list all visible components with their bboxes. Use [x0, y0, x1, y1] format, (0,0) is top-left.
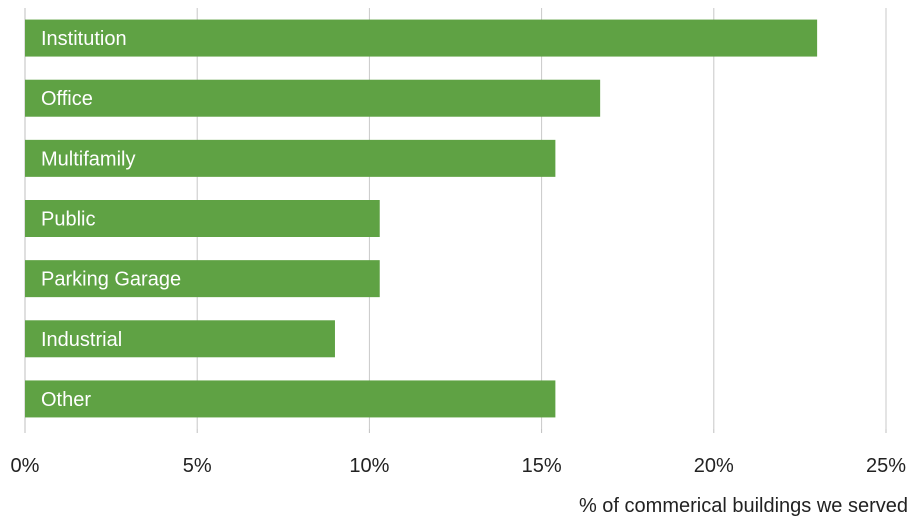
bar-label-parking-garage: Parking Garage [41, 269, 181, 291]
bar-multifamily [25, 139, 556, 177]
tick-label-0: 0% [11, 455, 40, 477]
bar-label-office: Office [41, 88, 93, 110]
bar-label-other: Other [41, 389, 91, 411]
bar-institution [25, 19, 818, 57]
bar-public [25, 200, 380, 237]
x-axis-tick-labels: 0% 5% 10% 15% 20% 25% [11, 429, 906, 477]
bar-office [25, 79, 601, 117]
bar-label-multifamily: Multifamily [41, 148, 135, 170]
bar-other [25, 380, 556, 418]
bar-label-industrial: Industrial [41, 329, 122, 351]
bar-label-institution: Institution [41, 28, 127, 50]
bar-label-public: Public [41, 209, 95, 231]
tick-label-15: 15% [522, 455, 562, 477]
tick-label-10: 10% [349, 455, 389, 477]
x-axis-title: % of commerical buildings we served [579, 495, 908, 517]
bar-parking-garage [25, 260, 380, 298]
bars: Institution Office Multifamily Public Parkin… [25, 19, 818, 418]
tick-label-20: 20% [694, 455, 734, 477]
tick-label-25: 25% [866, 455, 906, 477]
tick-label-5: 5% [183, 455, 212, 477]
bar-industrial [25, 320, 335, 358]
